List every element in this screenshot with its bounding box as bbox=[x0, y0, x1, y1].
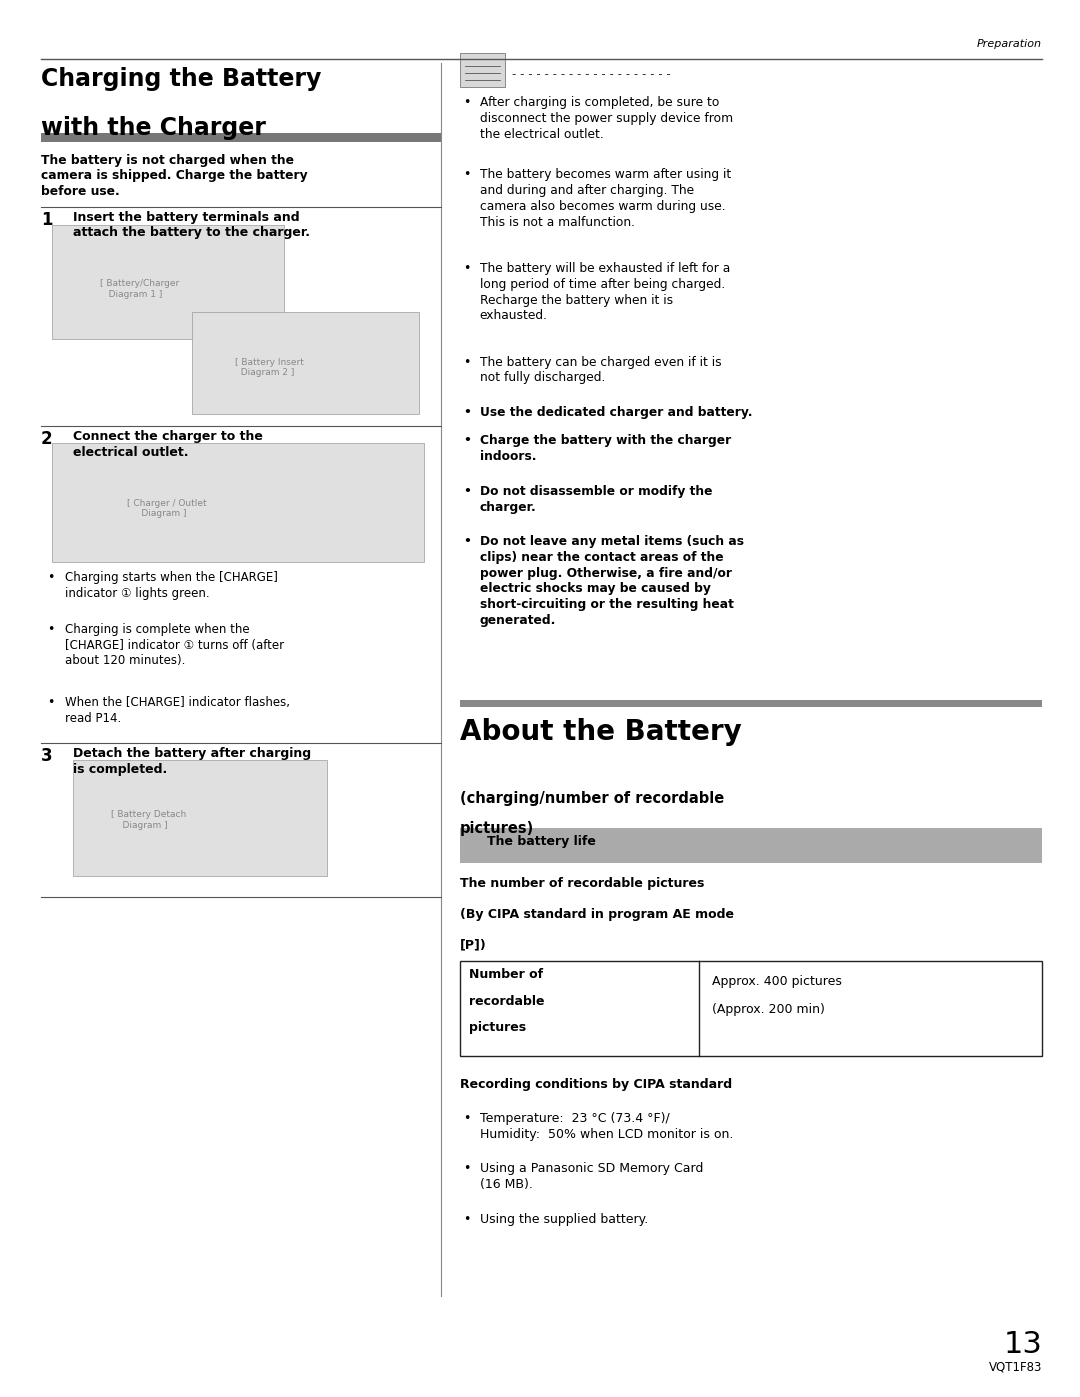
Bar bbox=[460, 53, 505, 87]
Text: Charge the battery with the charger
indoors.: Charge the battery with the charger indo… bbox=[480, 434, 731, 464]
Text: •: • bbox=[463, 535, 471, 548]
Text: [P]): [P]) bbox=[460, 939, 487, 951]
Text: [ Battery Detach
    Diagram ]: [ Battery Detach Diagram ] bbox=[111, 810, 187, 830]
Text: Connect the charger to the
electrical outlet.: Connect the charger to the electrical ou… bbox=[73, 430, 264, 458]
Text: Insert the battery terminals and
attach the battery to the charger.: Insert the battery terminals and attach … bbox=[73, 211, 310, 239]
Text: •: • bbox=[463, 1162, 471, 1175]
Text: recordable: recordable bbox=[469, 995, 544, 1007]
Text: pictures): pictures) bbox=[460, 821, 535, 837]
Text: Do not leave any metal items (such as
clips) near the contact areas of the
power: Do not leave any metal items (such as cl… bbox=[480, 535, 743, 627]
Text: •: • bbox=[48, 571, 55, 584]
Text: 2: 2 bbox=[41, 430, 53, 448]
Bar bbox=[460, 700, 1042, 707]
Text: (charging/number of recordable: (charging/number of recordable bbox=[460, 791, 725, 806]
Text: (By CIPA standard in program AE mode: (By CIPA standard in program AE mode bbox=[460, 908, 734, 921]
Text: pictures: pictures bbox=[469, 1021, 526, 1034]
Text: •: • bbox=[463, 1213, 471, 1225]
Text: •: • bbox=[463, 96, 471, 109]
Bar bbox=[460, 961, 1042, 1056]
Text: Approx. 400 pictures: Approx. 400 pictures bbox=[712, 975, 841, 988]
Text: When the [CHARGE] indicator flashes,
read P14.: When the [CHARGE] indicator flashes, rea… bbox=[65, 697, 289, 725]
Text: 1: 1 bbox=[41, 211, 53, 229]
Text: After charging is completed, be sure to
disconnect the power supply device from
: After charging is completed, be sure to … bbox=[480, 96, 732, 141]
Text: •: • bbox=[463, 485, 471, 497]
Text: Charging the Battery: Charging the Battery bbox=[41, 67, 322, 91]
Text: (Approx. 200 min): (Approx. 200 min) bbox=[712, 1003, 825, 1016]
Bar bbox=[73, 760, 327, 876]
Text: Charging is complete when the
[CHARGE] indicator ① turns off (after
about 120 mi: Charging is complete when the [CHARGE] i… bbox=[65, 623, 284, 666]
Text: The battery life: The battery life bbox=[487, 835, 596, 848]
Bar bbox=[41, 133, 441, 142]
Bar bbox=[192, 312, 419, 414]
Text: VQT1F83: VQT1F83 bbox=[989, 1361, 1042, 1373]
Text: About the Battery: About the Battery bbox=[460, 718, 742, 746]
Text: [ Charger / Outlet
     Diagram ]: [ Charger / Outlet Diagram ] bbox=[127, 499, 207, 518]
Text: Temperature:  23 °C (73.4 °F)/
Humidity:  50% when LCD monitor is on.: Temperature: 23 °C (73.4 °F)/ Humidity: … bbox=[480, 1112, 733, 1140]
Text: [ Battery/Charger
   Diagram 1 ]: [ Battery/Charger Diagram 1 ] bbox=[100, 279, 179, 299]
Text: [ Battery Insert
  Diagram 2 ]: [ Battery Insert Diagram 2 ] bbox=[235, 358, 305, 377]
Text: 3: 3 bbox=[41, 747, 53, 766]
Text: The battery can be charged even if it is
not fully discharged.: The battery can be charged even if it is… bbox=[480, 355, 721, 384]
Text: •: • bbox=[463, 355, 471, 369]
Text: •: • bbox=[463, 1112, 471, 1125]
Text: •: • bbox=[48, 697, 55, 710]
Text: Preparation: Preparation bbox=[977, 39, 1042, 49]
Text: Charging starts when the [CHARGE]
indicator ① lights green.: Charging starts when the [CHARGE] indica… bbox=[65, 571, 278, 599]
Text: The battery will be exhausted if left for a
long period of time after being char: The battery will be exhausted if left fo… bbox=[480, 263, 730, 323]
Text: The battery is not charged when the
camera is shipped. Charge the battery
before: The battery is not charged when the came… bbox=[41, 154, 308, 197]
Text: •: • bbox=[463, 405, 471, 419]
Text: Recording conditions by CIPA standard: Recording conditions by CIPA standard bbox=[460, 1078, 732, 1091]
Bar bbox=[52, 225, 284, 339]
Text: Use the dedicated charger and battery.: Use the dedicated charger and battery. bbox=[480, 405, 752, 419]
Text: Number of: Number of bbox=[469, 968, 543, 981]
Text: - - - - - - - - - - - - - - - - - - - -: - - - - - - - - - - - - - - - - - - - - bbox=[512, 68, 671, 81]
Text: •: • bbox=[463, 434, 471, 447]
Bar bbox=[460, 828, 1042, 863]
Text: Do not disassemble or modify the
charger.: Do not disassemble or modify the charger… bbox=[480, 485, 712, 514]
Text: with the Charger: with the Charger bbox=[41, 116, 266, 140]
Text: •: • bbox=[463, 263, 471, 275]
Text: The battery becomes warm after using it
and during and after charging. The
camer: The battery becomes warm after using it … bbox=[480, 168, 731, 229]
Bar bbox=[52, 443, 424, 562]
Text: •: • bbox=[48, 623, 55, 636]
Text: 13: 13 bbox=[1003, 1330, 1042, 1359]
Text: Detach the battery after charging
is completed.: Detach the battery after charging is com… bbox=[73, 747, 311, 775]
Text: •: • bbox=[463, 168, 471, 182]
Text: The number of recordable pictures: The number of recordable pictures bbox=[460, 877, 704, 890]
Text: Using a Panasonic SD Memory Card
(16 MB).: Using a Panasonic SD Memory Card (16 MB)… bbox=[480, 1162, 703, 1190]
Text: Using the supplied battery.: Using the supplied battery. bbox=[480, 1213, 648, 1225]
